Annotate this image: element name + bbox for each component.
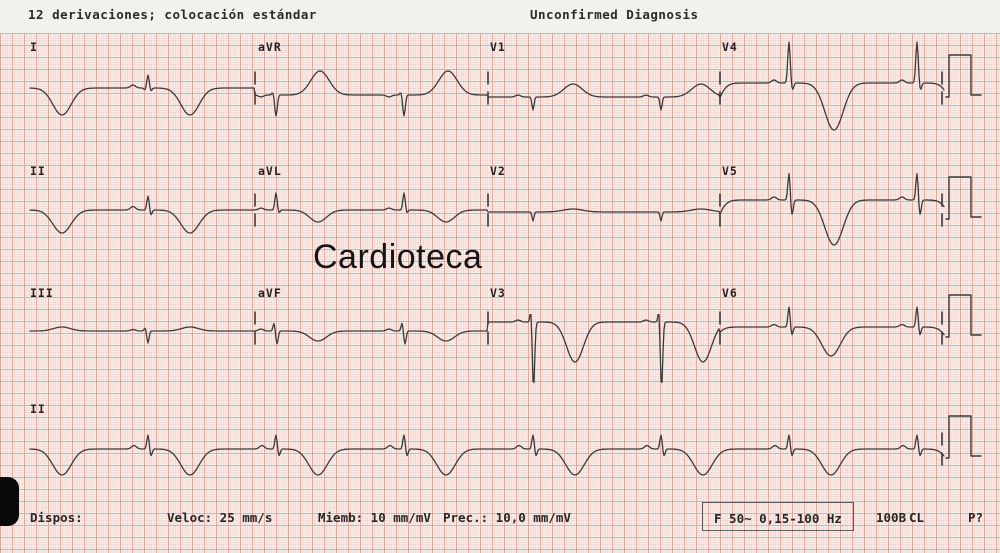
lead-label-iii-r3: III xyxy=(30,286,54,300)
ecg-trace-path xyxy=(945,294,982,338)
lead-label-v6-r3: V6 xyxy=(722,286,738,300)
lead-label-v5-r2: V5 xyxy=(722,164,738,178)
lead-label-i-r1: I xyxy=(30,40,38,54)
limb-gain-label: Miemb: 10 mm/mV xyxy=(318,510,431,525)
ecg-trace-path xyxy=(29,173,945,246)
device-label: Dispos: xyxy=(30,510,83,525)
lead-label-v1-r1: V1 xyxy=(490,40,506,54)
page-label: P? xyxy=(968,510,984,525)
paper-speed-label: Veloc: 25 mm/s xyxy=(167,510,273,525)
diagnosis-status: Unconfirmed Diagnosis xyxy=(530,7,699,22)
lead-label-v2-r2: V2 xyxy=(490,164,506,178)
lead-label-avl-r2: aVL xyxy=(258,164,282,178)
precordial-gain-label: Prec.: 10,0 mm/mV xyxy=(443,510,571,525)
lead-label-avf-r3: aVF xyxy=(258,286,282,300)
lead-label-avr-r1: aVR xyxy=(258,40,282,54)
ecg-trace-path xyxy=(29,41,945,131)
header-band xyxy=(0,0,1000,33)
ecg-grid-paper xyxy=(0,33,1000,553)
filter-settings-label: F 50~ 0,15-100 Hz xyxy=(714,511,842,526)
lead-label-v3-r3: V3 xyxy=(490,286,506,300)
lead-label-ii-r4: II xyxy=(30,402,46,416)
lead-label-ii-r2: II xyxy=(30,164,46,178)
cl-label: CL xyxy=(909,510,925,525)
ecg-trace-path xyxy=(29,306,945,384)
ecg-trace-path xyxy=(945,54,982,98)
lead-label-v4-r1: V4 xyxy=(722,40,738,54)
ecg-trace-path xyxy=(29,434,945,476)
lead-placement-title: 12 derivaciones; colocación estándar xyxy=(28,7,317,22)
binder-punch-hole xyxy=(0,477,19,526)
system-code-label: 100B xyxy=(876,510,907,525)
filter-settings-box xyxy=(702,502,854,531)
ecg-trace-path xyxy=(945,415,982,459)
watermark-text: Cardioteca xyxy=(313,238,483,276)
ecg-trace-path xyxy=(945,176,982,220)
